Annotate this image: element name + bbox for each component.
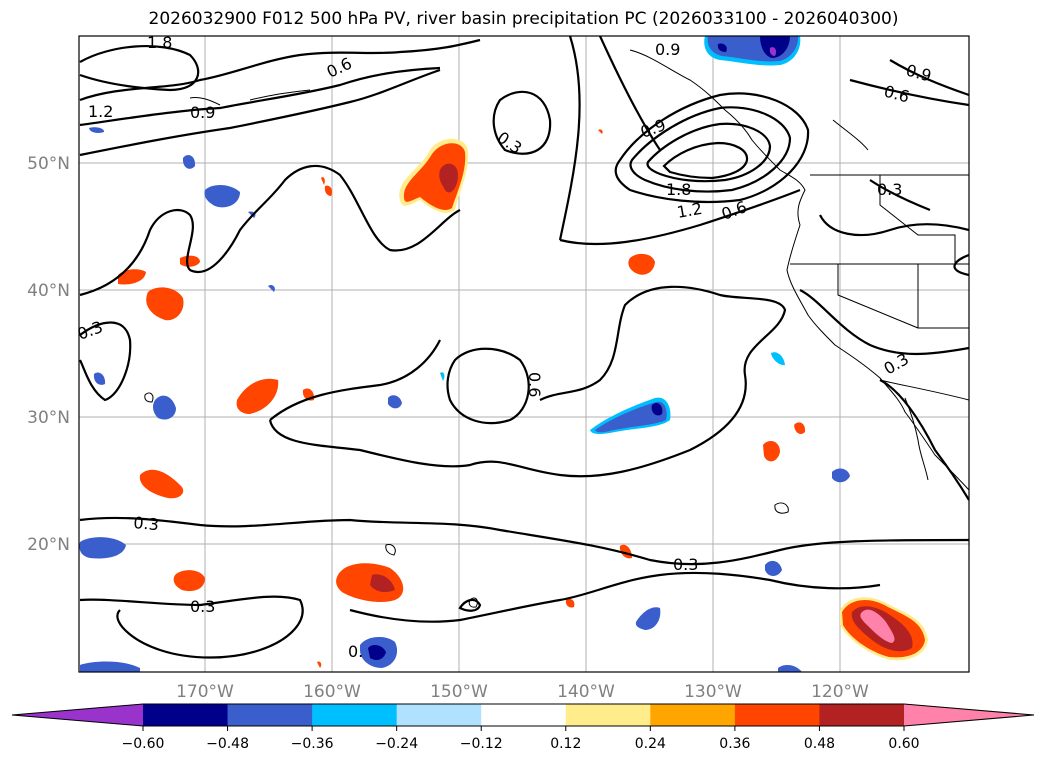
contour-label: 1.2	[675, 199, 703, 222]
lat-label: 20°N	[27, 535, 70, 555]
colorbar-tick-label: −0.24	[375, 736, 418, 752]
colorbar-tick-label: 0.60	[888, 736, 919, 752]
gridlines	[79, 36, 969, 672]
colorbar-extend-max	[904, 704, 1034, 726]
colorbar-tick-label: −0.60	[122, 736, 165, 752]
contour-label: 1.2	[88, 102, 113, 121]
colorbar-segment	[481, 704, 567, 726]
contour-label: 0.9	[655, 40, 680, 59]
precip-negative-patches	[79, 36, 850, 672]
lat-label: 40°N	[27, 281, 70, 301]
colorbar-tick-label: 0.24	[635, 736, 666, 752]
colorbar-tick-label: −0.48	[206, 736, 249, 752]
map-area	[79, 36, 969, 672]
pv-contours	[79, 36, 969, 659]
colorbar-segment	[312, 704, 398, 726]
contour-label: 1.8	[147, 33, 172, 52]
colorbar-segment	[227, 704, 313, 726]
contour-label: 0.6	[525, 372, 544, 397]
colorbar-tick-label: −0.36	[291, 736, 334, 752]
colorbar-tick-label: 0.48	[804, 736, 835, 752]
colorbar-segment	[734, 704, 820, 726]
lon-label: 150°W	[430, 682, 488, 702]
colorbar-segment	[565, 704, 651, 726]
map-title: 2026032900 F012 500 hPa PV, river basin …	[148, 9, 899, 29]
lon-label: 160°W	[303, 682, 361, 702]
lon-label: 140°W	[557, 682, 615, 702]
longitude-labels: 170°W 160°W 150°W 140°W 130°W 120°W	[176, 682, 869, 702]
contour-label: 1.8	[666, 180, 691, 199]
lat-label: 30°N	[27, 408, 70, 428]
contour-label: 0.3	[133, 513, 160, 534]
contour-label: 0.3	[877, 180, 902, 199]
latitude-labels: 50°N 40°N 30°N 20°N	[27, 154, 70, 555]
colorbar-tick-label: 0.12	[550, 736, 581, 752]
coastlines	[144, 49, 969, 608]
colorbar-segment	[819, 704, 905, 726]
contour-label: 0.3	[673, 555, 698, 574]
map-frame	[78, 35, 970, 673]
colorbar: −0.60 −0.48 −0.36 −0.24 −0.12 0.12 0.24 0.36 0.4…	[11, 703, 1035, 752]
colorbar-segment	[650, 704, 736, 726]
contour-label: 0.9	[190, 103, 215, 122]
contour-label: 0.3	[190, 597, 215, 616]
colorbar-tick-label: −0.12	[460, 736, 503, 752]
colorbar-extend-min	[12, 704, 143, 726]
lat-label: 50°N	[27, 154, 70, 174]
contour-label: 0.	[348, 642, 363, 661]
colorbar-segment	[143, 704, 229, 726]
precip-positive-patches	[118, 129, 928, 668]
colorbar-tick-label: 0.36	[719, 736, 750, 752]
lon-label: 120°W	[811, 682, 869, 702]
lon-label: 170°W	[176, 682, 234, 702]
colorbar-segment	[396, 704, 482, 726]
lon-label: 130°W	[684, 682, 742, 702]
